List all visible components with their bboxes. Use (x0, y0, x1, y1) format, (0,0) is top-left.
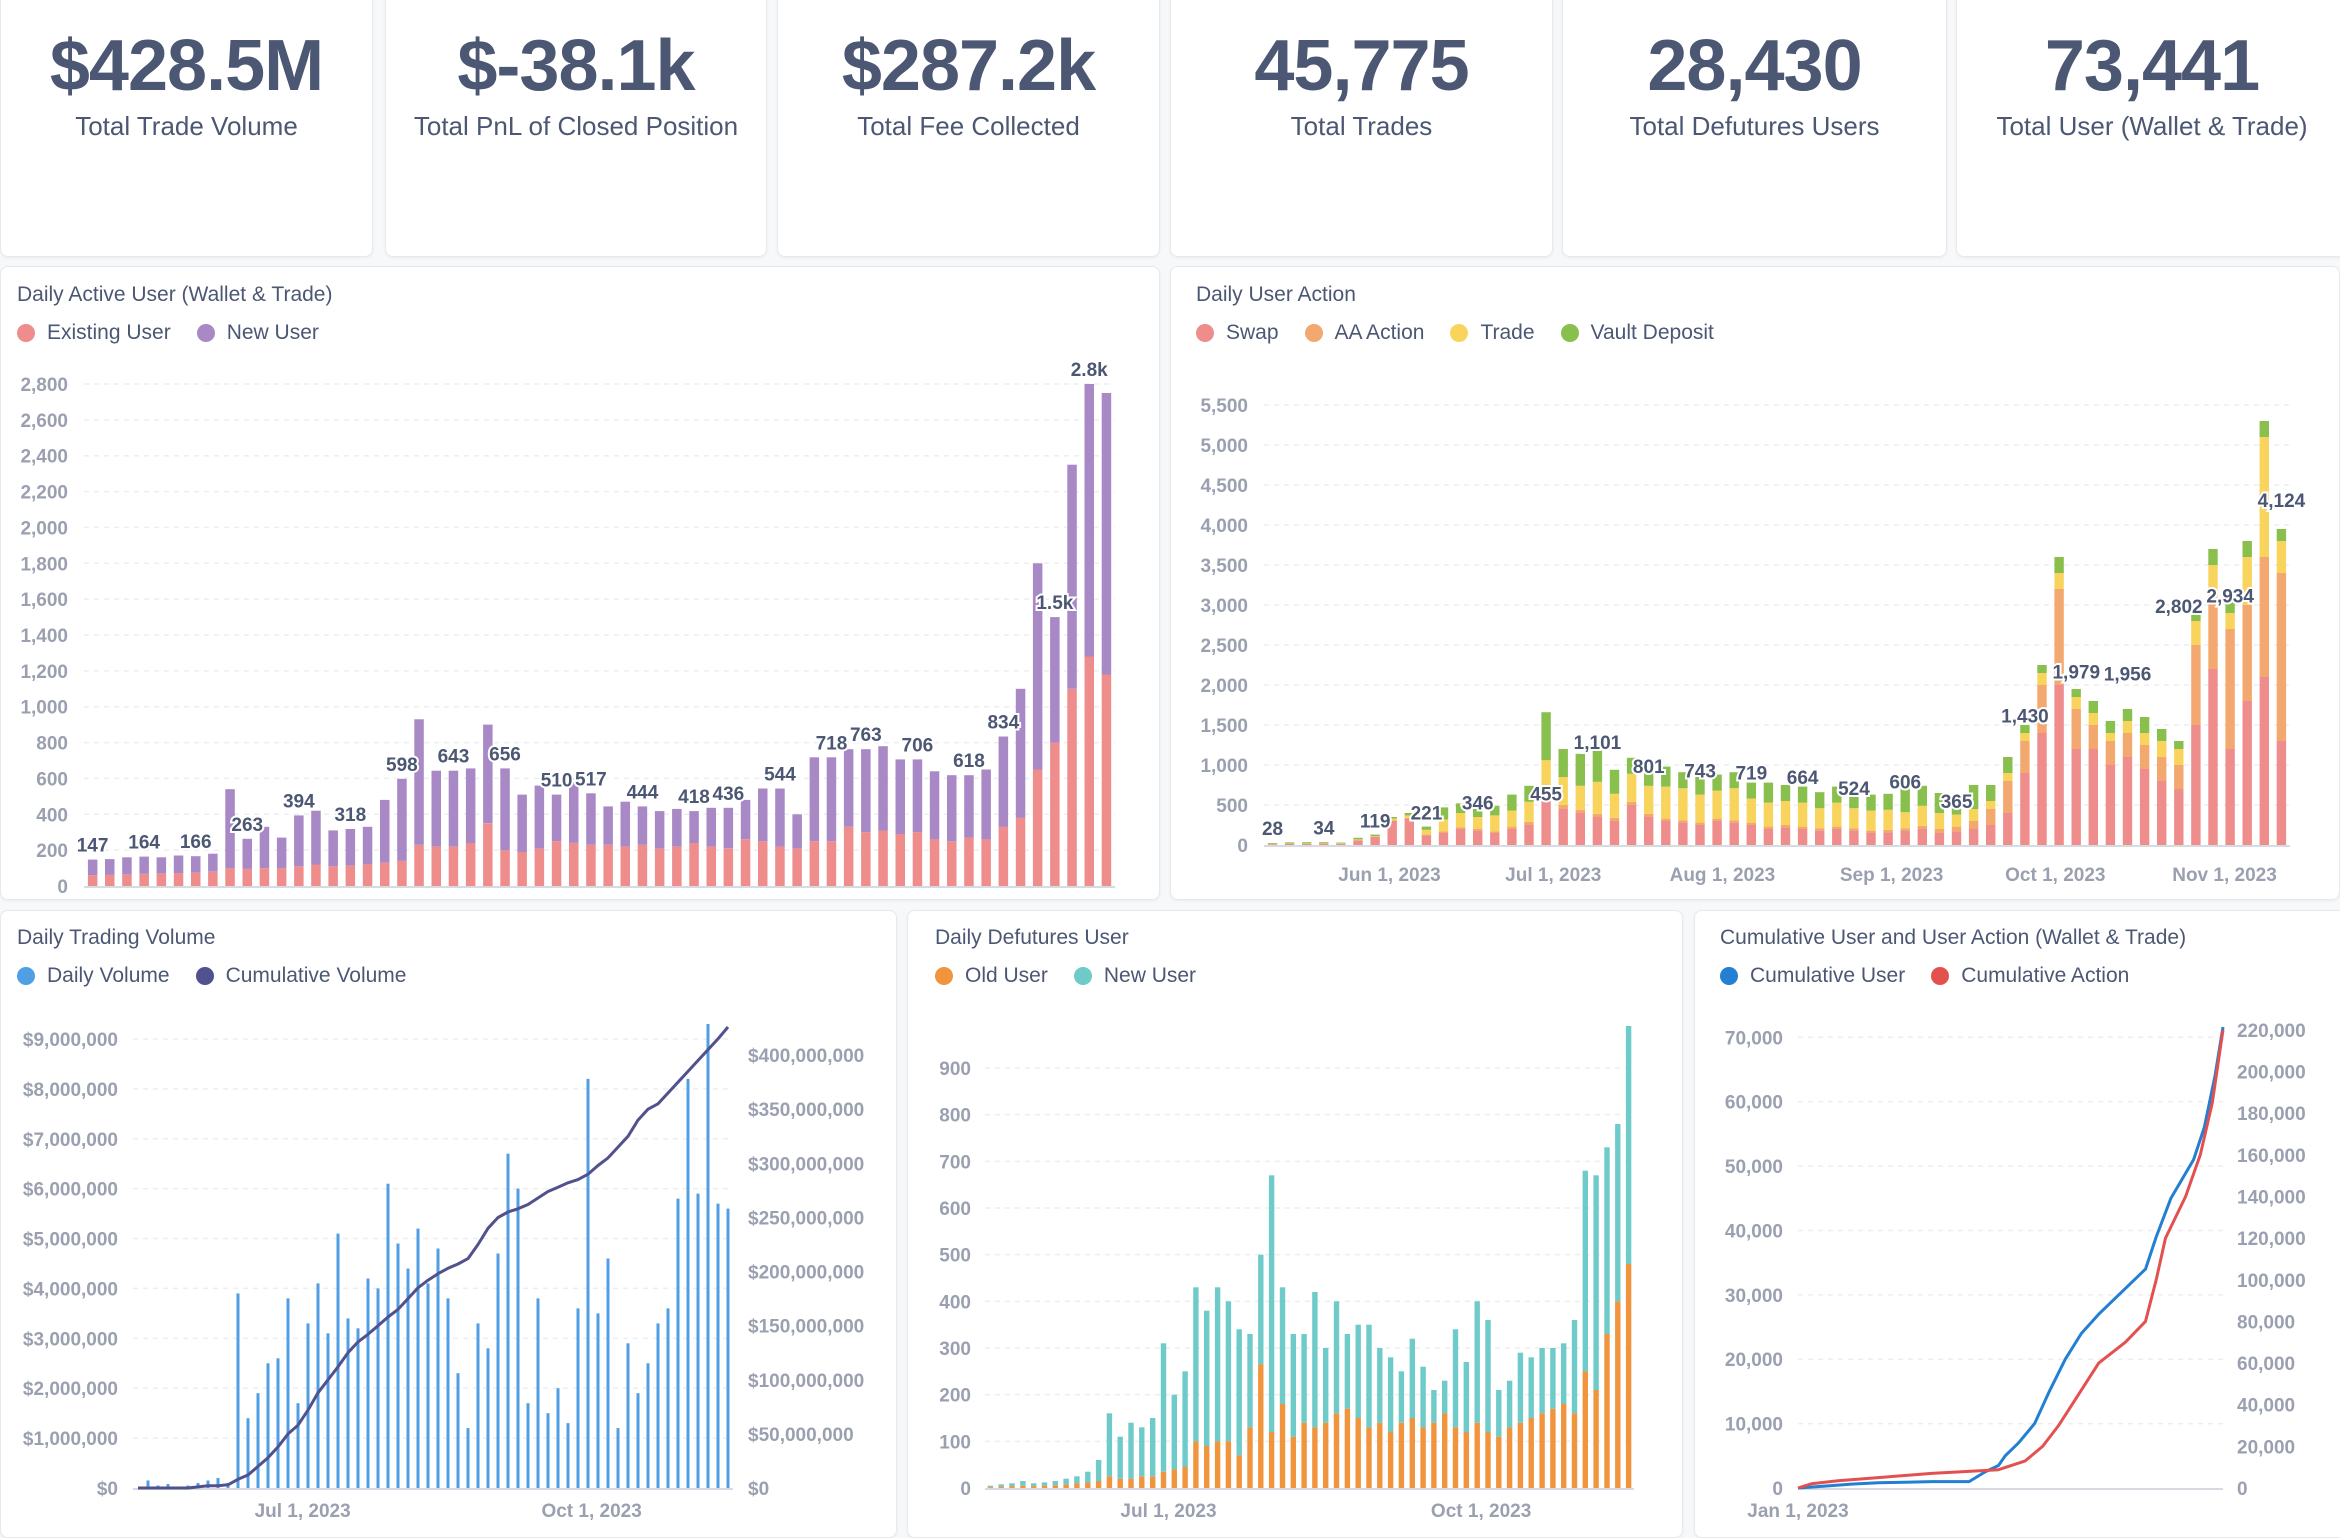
legend-item-swap[interactable]: Swap (1196, 321, 1279, 345)
legend-label: Cumulative Action (1961, 964, 2129, 988)
legend-dot-icon (935, 967, 953, 985)
legend-item-cumulative-user[interactable]: Cumulative User (1720, 964, 1905, 988)
legend-item-vault-deposit[interactable]: Vault Deposit (1561, 321, 1714, 345)
chart-legend: Swap AA Action Trade Vault Deposit (1196, 321, 1714, 345)
legend-label: Vault Deposit (1591, 321, 1714, 345)
legend-dot-icon (1931, 967, 1949, 985)
legend-dot-icon (17, 967, 35, 985)
stat-label: Total Trade Volume (1, 111, 372, 142)
stat-card-total-pnl[interactable]: $-38.1k Total PnL of Closed Position (385, 0, 767, 257)
legend-dot-icon (197, 324, 215, 342)
chart-title[interactable]: Daily Active User (Wallet & Trade) (17, 283, 332, 307)
legend-dot-icon (1305, 324, 1323, 342)
legend-dot-icon (1450, 324, 1468, 342)
chart-title[interactable]: Cumulative User and User Action (Wallet … (1720, 926, 2186, 950)
stat-value: 73,441 (1957, 25, 2340, 107)
legend-label: Old User (965, 964, 1048, 988)
chart-legend: Daily Volume Cumulative Volume (17, 964, 406, 988)
legend-dot-icon (17, 324, 35, 342)
chart-title[interactable]: Daily Defutures User (935, 926, 1129, 950)
legend-label: Trade (1480, 321, 1534, 345)
chart-card-daily-active-user[interactable]: Daily Active User (Wallet & Trade) Exist… (0, 266, 1160, 900)
chart-card-daily-user-action[interactable]: Daily User Action Swap AA Action Trade V… (1170, 266, 2340, 900)
stat-label: Total Defutures Users (1563, 111, 1946, 142)
chart-legend: Old User New User (935, 964, 1196, 988)
chart-title[interactable]: Daily User Action (1196, 283, 1356, 307)
legend-item-new-user[interactable]: New User (197, 321, 319, 345)
stat-value: 45,775 (1171, 25, 1552, 107)
chart-card-daily-trading-volume[interactable]: Daily Trading Volume Daily Volume Cumula… (0, 910, 897, 1538)
legend-dot-icon (196, 967, 214, 985)
legend-dot-icon (1074, 967, 1092, 985)
legend-item-cumulative-action[interactable]: Cumulative Action (1931, 964, 2129, 988)
stat-card-total-trades[interactable]: 45,775 Total Trades (1170, 0, 1553, 257)
legend-item-existing-user[interactable]: Existing User (17, 321, 171, 345)
legend-dot-icon (1561, 324, 1579, 342)
stat-label: Total PnL of Closed Position (386, 111, 766, 142)
legend-item-aa-action[interactable]: AA Action (1305, 321, 1425, 345)
legend-label: New User (227, 321, 319, 345)
stat-value: 28,430 (1563, 25, 1946, 107)
stat-card-total-trade-volume[interactable]: $428.5M Total Trade Volume (0, 0, 373, 257)
stat-card-total-defutures-users[interactable]: 28,430 Total Defutures Users (1562, 0, 1947, 257)
legend-label: Swap (1226, 321, 1279, 345)
stat-card-total-fee[interactable]: $287.2k Total Fee Collected (777, 0, 1160, 257)
legend-label: Cumulative Volume (226, 964, 407, 988)
legend-item-cumulative-volume[interactable]: Cumulative Volume (196, 964, 407, 988)
chart-legend: Existing User New User (17, 321, 319, 345)
legend-dot-icon (1720, 967, 1738, 985)
legend-item-daily-volume[interactable]: Daily Volume (17, 964, 170, 988)
legend-item-old-user[interactable]: Old User (935, 964, 1048, 988)
legend-label: Existing User (47, 321, 171, 345)
chart-title[interactable]: Daily Trading Volume (17, 926, 215, 950)
legend-label: Daily Volume (47, 964, 170, 988)
stat-value: $-38.1k (386, 25, 766, 107)
stat-value: $287.2k (778, 25, 1159, 107)
chart-card-daily-defutures-user[interactable]: Daily Defutures User Old User New User (907, 910, 1683, 1538)
stat-label: Total Fee Collected (778, 111, 1159, 142)
legend-item-new-user[interactable]: New User (1074, 964, 1196, 988)
legend-label: AA Action (1335, 321, 1425, 345)
chart-legend: Cumulative User Cumulative Action (1720, 964, 2129, 988)
stat-label: Total Trades (1171, 111, 1552, 142)
stat-value: $428.5M (1, 25, 372, 107)
stat-card-total-user[interactable]: 73,441 Total User (Wallet & Trade) (1956, 0, 2340, 257)
stat-label: Total User (Wallet & Trade) (1957, 111, 2340, 142)
legend-label: Cumulative User (1750, 964, 1905, 988)
legend-item-trade[interactable]: Trade (1450, 321, 1534, 345)
legend-label: New User (1104, 964, 1196, 988)
legend-dot-icon (1196, 324, 1214, 342)
chart-card-cumulative-user-action[interactable]: Cumulative User and User Action (Wallet … (1694, 910, 2340, 1538)
